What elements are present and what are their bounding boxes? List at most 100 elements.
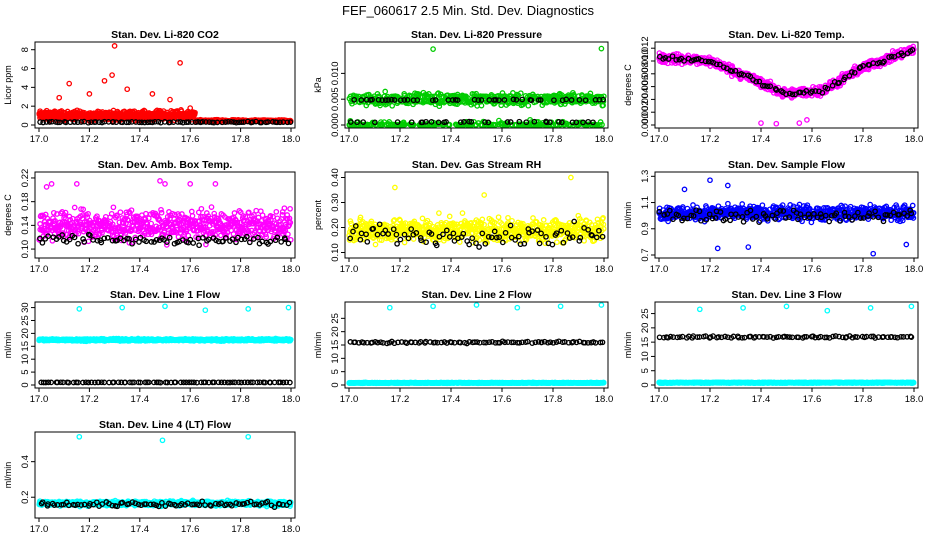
- data-point-black: [747, 207, 754, 214]
- data-point-black: [229, 236, 236, 243]
- data-point-black: [461, 119, 467, 125]
- data-point-black: [564, 230, 571, 236]
- y-axis-label: ml/min: [3, 332, 13, 359]
- data-point-main: [509, 217, 515, 224]
- data-point-black: [543, 233, 549, 240]
- data-point-main: [600, 215, 606, 221]
- data-point-main: [867, 201, 874, 208]
- y-tick-label: 4: [20, 85, 31, 90]
- x-tick-label: 17.0: [340, 264, 359, 275]
- data-point-black: [865, 213, 871, 219]
- data-point-black: [492, 97, 499, 103]
- outlier-point: [568, 174, 574, 181]
- data-point-black: [358, 97, 365, 103]
- data-point-main: [80, 212, 86, 218]
- data-point-black: [887, 212, 894, 219]
- data-point-black: [783, 91, 789, 98]
- outlier-point: [111, 43, 118, 49]
- data-point-black: [71, 119, 78, 125]
- data-point-black: [777, 207, 784, 214]
- data-point-black: [152, 118, 158, 125]
- outlier-point: [86, 91, 93, 97]
- data-point-black: [410, 97, 417, 104]
- data-point-black: [582, 97, 589, 104]
- data-point-black: [101, 235, 108, 242]
- data-point-black: [164, 239, 170, 245]
- data-point-black: [717, 209, 724, 215]
- data-point-black: [363, 231, 369, 238]
- data-point-black: [811, 211, 817, 217]
- data-point-black: [880, 218, 887, 225]
- points: [36, 178, 294, 249]
- data-point-main: [148, 220, 155, 227]
- data-point-black: [435, 119, 442, 126]
- outlier-point: [66, 80, 73, 87]
- data-point-main: [759, 202, 766, 209]
- data-point-black: [75, 240, 81, 247]
- outlier-point: [149, 91, 156, 97]
- data-point-black: [507, 119, 514, 125]
- data-point-black: [507, 222, 514, 229]
- data-point-black: [149, 119, 156, 126]
- data-point-black: [110, 118, 116, 125]
- data-point-main: [596, 122, 603, 128]
- data-point-black: [531, 118, 538, 125]
- data-point-black: [521, 240, 528, 247]
- x-tick-label: 17.0: [30, 134, 49, 145]
- data-point-main: [893, 204, 900, 210]
- data-point-black: [666, 207, 673, 214]
- outlier-point: [773, 120, 780, 127]
- data-point-black: [443, 119, 449, 125]
- data-point-main: [182, 229, 188, 236]
- data-point-main: [910, 215, 917, 221]
- data-point-main: [478, 102, 485, 109]
- plot-frame: [654, 41, 919, 129]
- data-point-main: [382, 88, 389, 95]
- y-tick-label: 0.008: [640, 62, 651, 86]
- data-point-black: [485, 233, 492, 240]
- data-point-black: [690, 213, 697, 219]
- data-point-main: [554, 239, 560, 246]
- data-point-black: [183, 119, 190, 126]
- data-point-black: [599, 233, 606, 240]
- x-tick-label: 17.6: [493, 264, 512, 275]
- data-point-black: [148, 239, 155, 245]
- x-tick-label: 18.0: [282, 134, 301, 145]
- outlier-point: [804, 117, 810, 123]
- data-point-main: [189, 213, 196, 219]
- data-point-black: [675, 212, 682, 219]
- panel-3: Stan. Dev. Li-820 Temp.degrees C17.0 17.2…: [623, 29, 923, 145]
- data-point-black: [797, 211, 804, 218]
- y-axis-label: degrees C: [623, 64, 633, 106]
- data-point-black: [713, 61, 720, 68]
- data-point-black: [219, 119, 226, 126]
- outlier-point: [212, 181, 219, 187]
- data-point-black: [451, 238, 458, 244]
- x-tick-label: 17.2: [391, 134, 410, 145]
- data-point-black: [375, 96, 382, 103]
- data-point-main: [50, 209, 57, 216]
- data-point-black: [661, 212, 668, 218]
- x-tick-label: 17.8: [854, 134, 873, 145]
- data-point-black: [833, 210, 840, 217]
- data-point-black: [551, 97, 557, 104]
- panel-title: Stan. Dev. Gas Stream RH: [412, 159, 541, 171]
- data-point-black: [401, 97, 408, 103]
- data-point-main: [99, 230, 105, 236]
- data-point-black: [166, 234, 173, 241]
- data-point-main: [498, 220, 505, 227]
- data-point-black: [385, 231, 392, 237]
- data-point-black: [37, 119, 43, 125]
- data-point-black: [71, 234, 78, 241]
- data-point-black: [866, 210, 872, 216]
- data-point-black: [589, 232, 595, 239]
- y-tick-label: 0.20: [330, 218, 341, 237]
- y-tick-label: 0.000: [330, 113, 341, 137]
- data-point-black: [712, 215, 719, 221]
- data-point-black: [405, 235, 412, 242]
- data-point-black: [59, 232, 66, 238]
- data-point-main: [505, 214, 511, 221]
- data-point-black: [454, 97, 461, 103]
- y-axis-label: kPa: [313, 77, 323, 93]
